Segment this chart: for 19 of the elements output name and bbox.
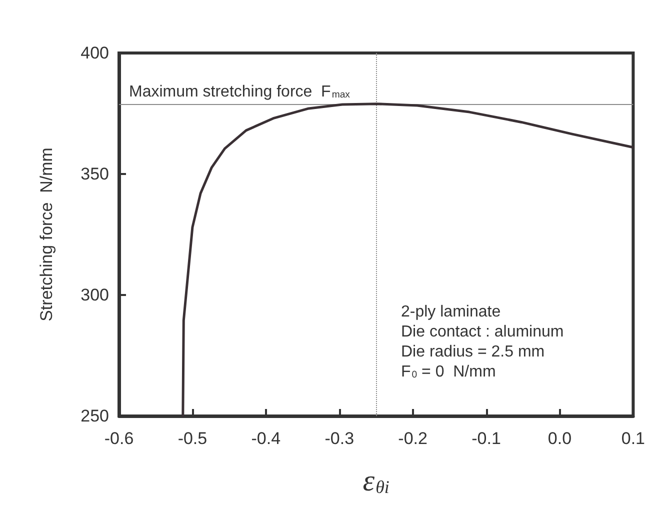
annotation: 2-ply laminate <box>401 304 501 320</box>
annotation: Die contact : aluminum <box>401 324 564 340</box>
y-tick-label: 250 <box>80 406 109 426</box>
y-axis-title: Stretching force N/mm <box>37 148 56 322</box>
x-tick-label: 0.1 <box>621 429 646 448</box>
y-tick-label: 350 <box>80 164 109 184</box>
annotation: F0 = 0 N/mm <box>401 364 496 380</box>
x-tick-label: 0.0 <box>548 429 572 448</box>
ref-line-label: Maximum stretching force Fmax <box>129 83 350 100</box>
annotation: Die radius = 2.5 mm <box>401 344 545 360</box>
y-tick-label: 300 <box>80 286 109 304</box>
x-tick-label: -0.2 <box>398 429 428 448</box>
x-tick-label: -0.3 <box>324 429 354 448</box>
x-tick-label: -0.6 <box>104 429 134 448</box>
x-axis-title: εθi <box>362 464 390 498</box>
x-tick-label: -0.1 <box>472 429 501 448</box>
x-tick-label: -0.5 <box>178 429 208 448</box>
x-tick-label: -0.4 <box>251 429 281 448</box>
y-tick-label: 400 <box>80 44 109 62</box>
